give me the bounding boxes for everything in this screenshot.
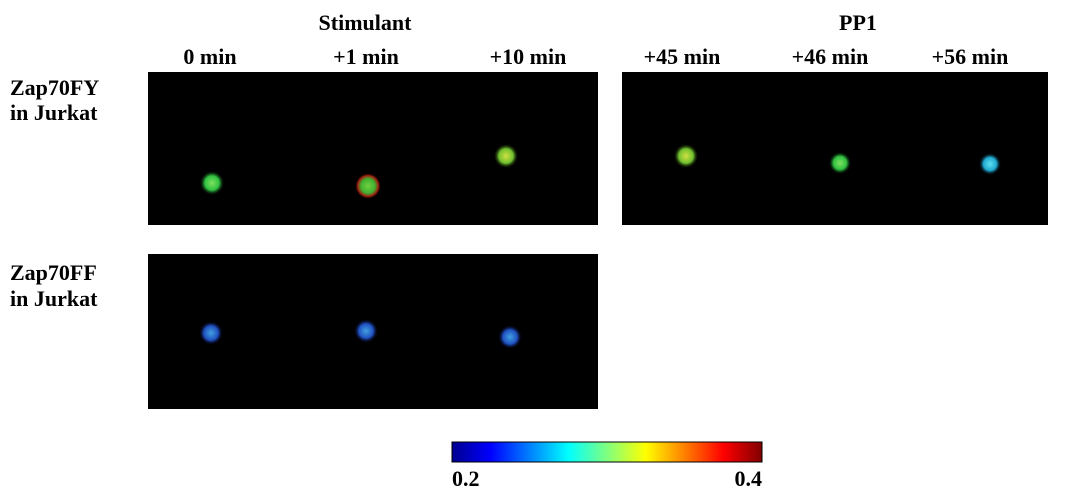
colorbar-tick-label: 0.4	[735, 466, 763, 491]
image-panel	[148, 72, 598, 225]
colorbar	[451, 441, 763, 463]
colorbar-tick-label: 0.2	[452, 466, 480, 491]
cell	[494, 144, 518, 168]
cell	[674, 144, 698, 168]
row-label: Zap70FF	[10, 260, 97, 285]
column-label: +56 min	[932, 44, 1009, 69]
cell	[355, 173, 381, 199]
column-label: +1 min	[333, 44, 399, 69]
colorbar-labels: 0.2 0.4	[452, 466, 762, 491]
cell	[199, 321, 223, 345]
cell	[200, 171, 224, 195]
column-label: +45 min	[644, 44, 721, 69]
row-label: in Jurkat	[10, 286, 98, 311]
row-label: Zap70FY	[10, 75, 99, 100]
group-label: Stimulant	[319, 10, 413, 35]
cell	[979, 153, 1001, 175]
column-label: 0 min	[183, 44, 236, 69]
row-label: in Jurkat	[10, 100, 98, 125]
cell	[829, 152, 851, 174]
group-label: PP1	[839, 10, 877, 35]
column-label: +10 min	[490, 44, 567, 69]
cell	[498, 325, 522, 349]
column-label: +46 min	[792, 44, 869, 69]
cell	[354, 319, 378, 343]
